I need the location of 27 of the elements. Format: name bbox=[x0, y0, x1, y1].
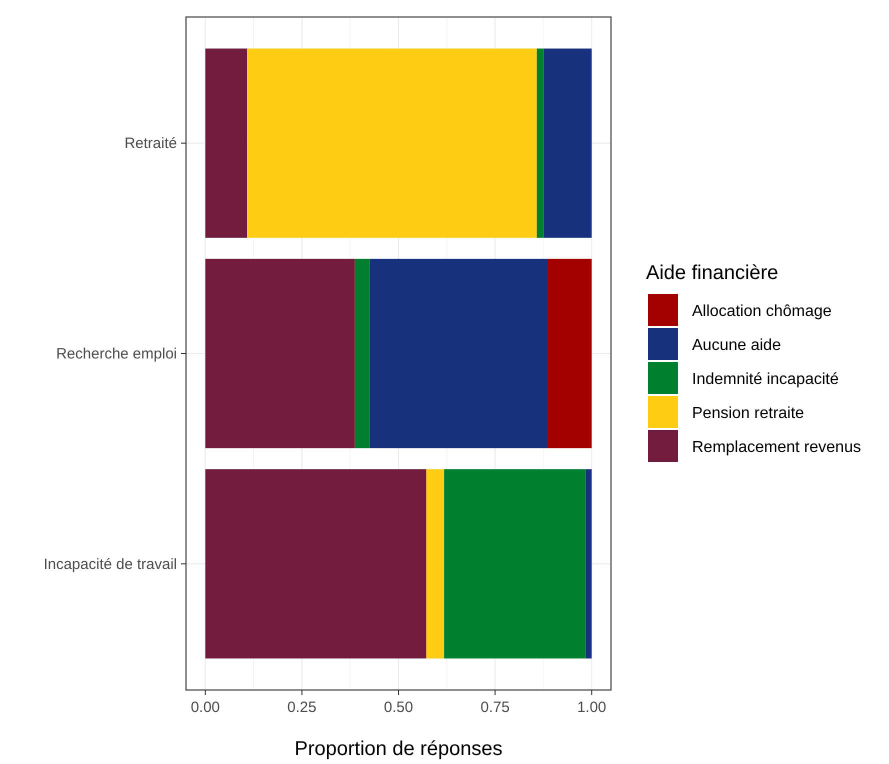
bar bbox=[544, 48, 592, 238]
legend-label: Remplacement revenus bbox=[692, 439, 861, 456]
y-tick-label: Incapacité de travail bbox=[44, 556, 177, 573]
x-tick-label: 0.00 bbox=[190, 699, 220, 716]
bar bbox=[536, 48, 544, 238]
x-axis-title: Proportion de réponses bbox=[294, 738, 502, 760]
bar bbox=[370, 258, 548, 448]
bar bbox=[444, 469, 586, 658]
bar bbox=[247, 48, 537, 238]
bar bbox=[205, 258, 355, 448]
bar bbox=[548, 258, 592, 448]
legend-label: Aucune aide bbox=[692, 337, 782, 354]
bar bbox=[426, 469, 444, 658]
y-tick-label: Recherche emploi bbox=[56, 346, 177, 362]
bar bbox=[205, 469, 426, 658]
x-tick-label: 0.25 bbox=[287, 699, 317, 716]
bar bbox=[205, 48, 248, 238]
x-tick-label: 0.50 bbox=[384, 699, 414, 716]
x-tick-label: 0.75 bbox=[480, 699, 510, 716]
legend-label: Indemnité incapacité bbox=[692, 371, 839, 388]
bar bbox=[354, 258, 370, 448]
x-tick-label: 1.00 bbox=[577, 699, 606, 716]
bar bbox=[586, 469, 592, 658]
legend-title: Aide financière bbox=[646, 262, 778, 284]
legend-label: Allocation chômage bbox=[692, 303, 832, 320]
legend-label: Pension retraite bbox=[692, 405, 804, 422]
y-tick-label: Retraité bbox=[124, 135, 177, 152]
